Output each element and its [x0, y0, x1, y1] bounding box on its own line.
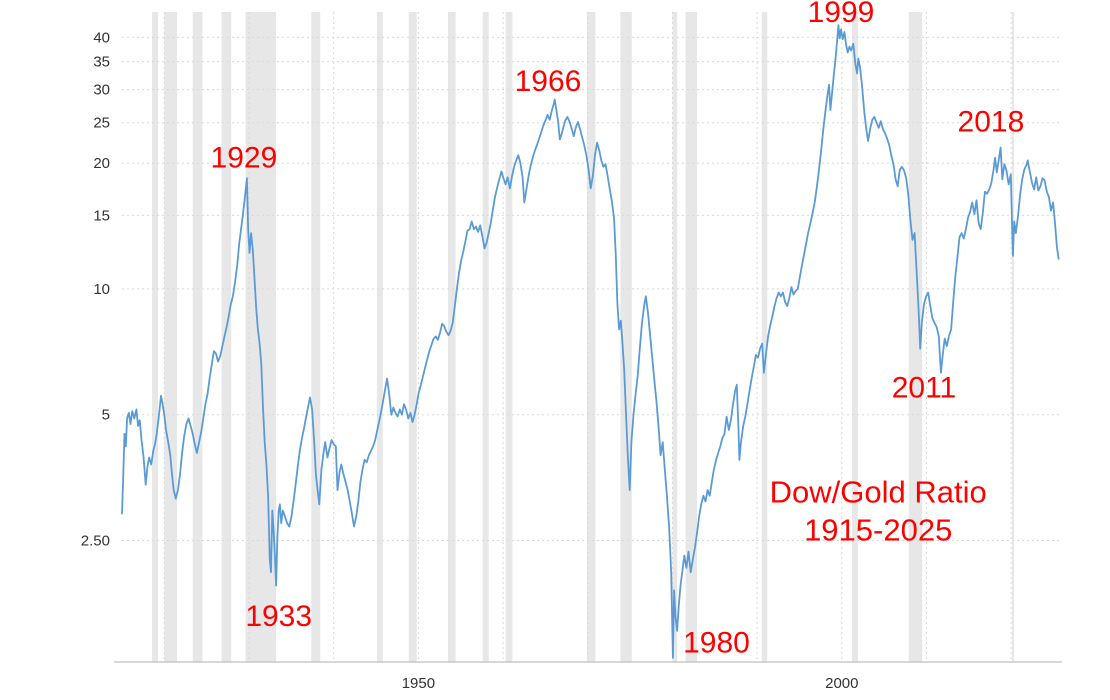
- y-tick-label: 25: [93, 115, 110, 132]
- recession-band: [852, 12, 858, 662]
- annotation-2018: 2018: [958, 106, 1025, 139]
- recession-band: [164, 12, 177, 662]
- x-tick-label: 2000: [825, 675, 858, 692]
- annotation-1999: 1999: [808, 0, 875, 29]
- annotation-1966: 1966: [515, 65, 582, 98]
- recession-band: [311, 12, 321, 662]
- recession-band: [586, 12, 596, 662]
- recession-band: [221, 12, 232, 662]
- y-tick-label: 40: [93, 29, 110, 46]
- y-tick-label: 35: [93, 54, 110, 71]
- y-tick-label: 10: [93, 281, 110, 298]
- recession-band: [448, 12, 456, 662]
- y-tick-label: 5: [102, 407, 110, 424]
- annotation-1929: 1929: [211, 142, 278, 175]
- y-tick-label: 30: [93, 82, 110, 99]
- chart-title-line: 1915-2025: [804, 513, 952, 548]
- dow-gold-ratio-line: [121, 24, 1060, 659]
- recession-band: [761, 12, 768, 662]
- recession-band: [620, 12, 632, 662]
- recession-band: [408, 12, 417, 662]
- annotation-2011: 2011: [892, 371, 957, 404]
- annotation-1980: 1980: [683, 626, 750, 659]
- recession-band: [1012, 12, 1015, 662]
- recession-band: [908, 12, 923, 662]
- recession-band: [685, 12, 697, 662]
- y-tick-label: 15: [93, 207, 110, 224]
- y-tick-label: 20: [93, 155, 110, 172]
- recession-band: [672, 12, 678, 662]
- recession-band: [192, 12, 203, 662]
- chart-title-line: Dow/Gold Ratio: [770, 475, 987, 510]
- annotation-1933: 1933: [245, 600, 312, 633]
- recession-band: [505, 12, 513, 662]
- recession-band: [376, 12, 383, 662]
- recession-band: [482, 12, 489, 662]
- y-tick-label: 2.50: [81, 533, 110, 550]
- recession-band: [152, 12, 158, 662]
- x-tick-label: 1950: [402, 675, 435, 692]
